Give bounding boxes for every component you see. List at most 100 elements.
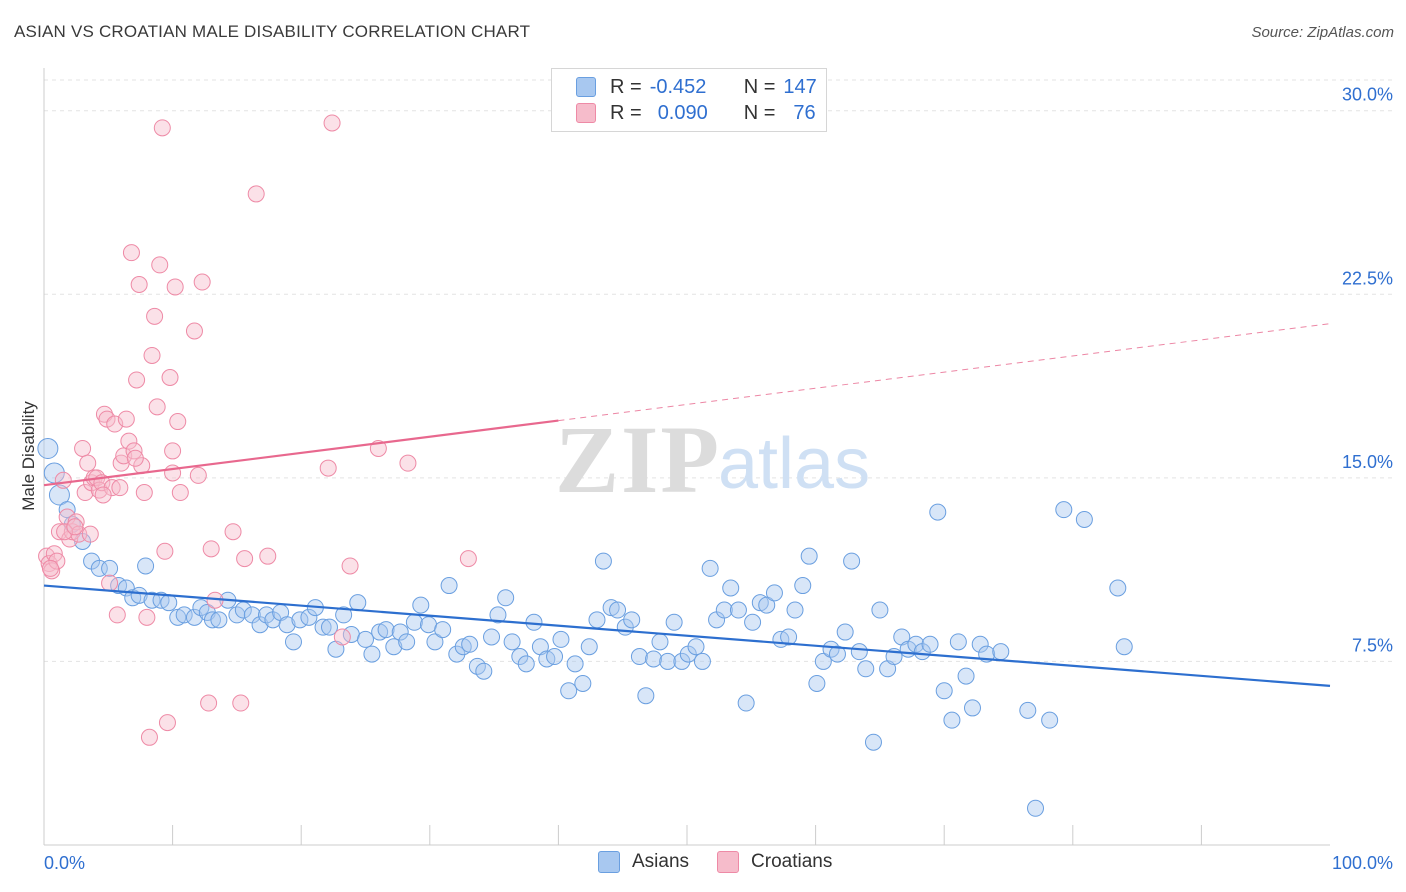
asian-point xyxy=(665,613,683,631)
croatian-point xyxy=(117,410,135,428)
asian-point xyxy=(651,633,669,651)
croatian-point xyxy=(161,369,179,387)
asian-point xyxy=(143,591,161,609)
y-tick-label: 30.0% xyxy=(1342,85,1393,105)
asian-point xyxy=(448,645,466,663)
asian-point xyxy=(320,618,338,636)
asian-point xyxy=(210,611,228,629)
asian-point xyxy=(434,621,452,639)
croatian-point xyxy=(156,542,174,560)
legend-r-value: -0.452 xyxy=(649,75,707,98)
croatian-point xyxy=(224,523,242,541)
grid-lines xyxy=(44,79,1392,662)
asian-point xyxy=(992,643,1010,661)
legend-swatch-asians xyxy=(598,851,620,873)
croatian-point xyxy=(126,449,144,467)
asian-point xyxy=(645,650,663,668)
croatian-point xyxy=(94,486,112,504)
asian-point xyxy=(765,584,783,602)
asian-point xyxy=(737,694,755,712)
tick-labels: 7.5% 15.0% 22.5% 30.0% 0.0% 100.0% xyxy=(44,85,1393,873)
asian-point xyxy=(48,484,70,506)
croatian-point xyxy=(166,278,184,296)
croatian-point xyxy=(236,550,254,568)
croatian-point xyxy=(108,606,126,624)
asian-point xyxy=(935,682,953,700)
legend-n-value: 147 xyxy=(783,75,817,98)
legend-row-croatians: R = 0.090 N = 76 xyxy=(576,101,816,125)
asian-point xyxy=(808,674,826,692)
asian-point xyxy=(943,711,961,729)
croatian-point xyxy=(79,454,97,472)
source-label: Source: ZipAtlas.com xyxy=(1251,24,1394,41)
trend-line-asians xyxy=(43,584,1331,688)
croatian-point xyxy=(125,442,143,460)
asian-point xyxy=(314,618,332,636)
asian-point xyxy=(758,596,776,614)
croatian-point xyxy=(399,454,417,472)
legend-swatch-asians xyxy=(576,77,596,97)
croatian-point xyxy=(247,185,265,203)
asian-point xyxy=(786,601,804,619)
asian-point xyxy=(497,589,515,607)
croatian-point xyxy=(148,398,166,416)
asian-point xyxy=(701,559,719,577)
asian-point xyxy=(780,628,798,646)
asian-point xyxy=(391,623,409,641)
series-croatians xyxy=(38,114,477,746)
legend-label-asians: Asians xyxy=(632,851,690,872)
asian-point xyxy=(957,667,975,685)
croatian-point xyxy=(66,518,84,536)
asian-point xyxy=(1027,799,1045,817)
asian-point xyxy=(850,643,868,661)
asian-point xyxy=(405,613,423,631)
asian-point xyxy=(1075,510,1093,528)
asian-point xyxy=(1109,579,1127,597)
croatian-point xyxy=(164,442,182,460)
legend-r-label: R = xyxy=(610,75,642,98)
croatian-point xyxy=(146,307,164,325)
asian-point xyxy=(90,559,108,577)
croatian-point xyxy=(171,484,189,502)
trend-line-croatians-extrapolated xyxy=(558,323,1331,422)
legend-n-value: 76 xyxy=(793,101,816,124)
asian-point xyxy=(461,635,479,653)
croatian-point xyxy=(48,552,66,570)
asian-point xyxy=(284,633,302,651)
asian-point xyxy=(929,503,947,521)
asian-point xyxy=(335,606,353,624)
asian-point xyxy=(566,655,584,673)
stats-legend: R = -0.452 N = 147 R = 0.090 N = 76 xyxy=(551,68,827,132)
croatian-point xyxy=(122,244,140,262)
asian-point xyxy=(203,611,221,629)
x-tick-label: 100.0% xyxy=(1332,853,1393,873)
x-tick-label: 0.0% xyxy=(44,853,85,873)
asian-point xyxy=(426,633,444,651)
asian-point xyxy=(483,628,501,646)
legend-r-label: R = xyxy=(610,101,642,124)
croatian-point xyxy=(341,557,359,575)
asian-point xyxy=(843,552,861,570)
asian-point xyxy=(594,552,612,570)
asian-point xyxy=(794,577,812,595)
asian-point xyxy=(475,662,493,680)
asian-point xyxy=(949,633,967,651)
croatian-point xyxy=(81,525,99,543)
croatian-point xyxy=(140,728,158,746)
legend-item-croatians: Croatians xyxy=(717,851,832,873)
asian-point xyxy=(101,559,119,577)
asian-point xyxy=(828,645,846,663)
croatian-point xyxy=(158,714,176,732)
asian-point xyxy=(420,616,438,634)
y-tick-label: 22.5% xyxy=(1342,268,1393,288)
asian-point xyxy=(623,611,641,629)
asian-point xyxy=(580,638,598,656)
series-asians xyxy=(37,437,1133,817)
croatian-point xyxy=(193,273,211,291)
croatian-point xyxy=(74,439,92,457)
asian-point xyxy=(921,635,939,653)
asian-point xyxy=(300,608,318,626)
series-legend: Asians Croatians xyxy=(598,851,860,873)
legend-swatch-croatians xyxy=(576,103,596,123)
